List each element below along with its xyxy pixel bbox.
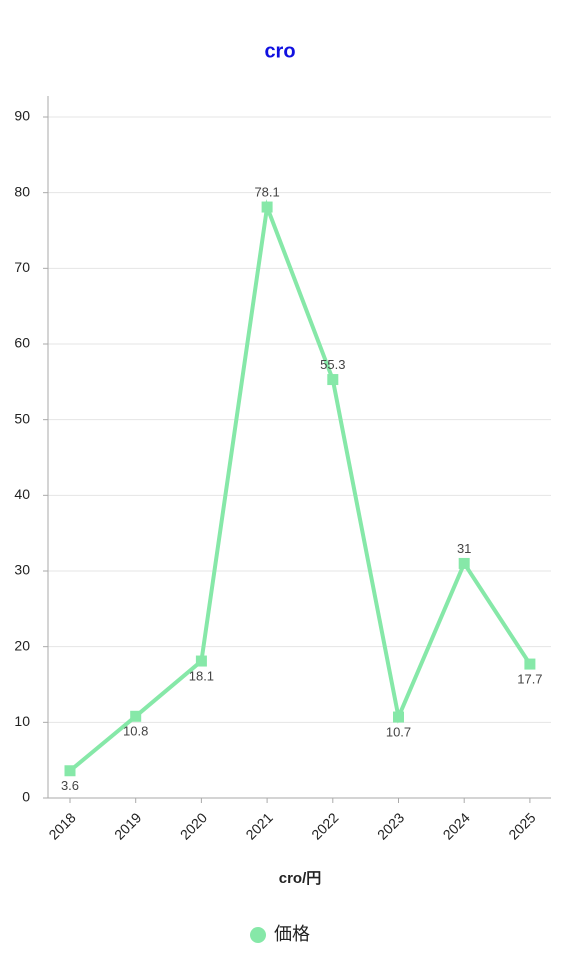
x-tick-label: 2022 <box>308 809 341 842</box>
data-label: 10.8 <box>123 724 148 739</box>
data-point <box>261 201 273 213</box>
data-point <box>327 374 339 386</box>
x-tick-label: 2019 <box>111 809 144 842</box>
x-tick-label: 2021 <box>242 809 275 842</box>
data-label: 31 <box>457 541 471 556</box>
x-axis-label: cro/円 <box>279 870 322 887</box>
x-tick-label: 2024 <box>440 809 473 842</box>
y-tick-label: 50 <box>14 410 30 426</box>
data-point <box>524 658 536 670</box>
y-tick-label: 70 <box>14 259 30 275</box>
y-tick-label: 0 <box>22 789 30 805</box>
data-point <box>130 710 142 722</box>
x-tick-label: 2025 <box>505 809 538 842</box>
y-tick-label: 80 <box>14 183 30 199</box>
y-tick-label: 40 <box>14 486 30 502</box>
x-tick-label: 2023 <box>374 809 407 842</box>
data-label: 3.6 <box>61 778 79 793</box>
data-label: 55.3 <box>320 357 345 372</box>
legend-marker <box>250 927 266 943</box>
x-tick-label: 2020 <box>177 809 210 842</box>
x-tick-label: 2018 <box>45 809 78 842</box>
y-tick-label: 10 <box>14 713 30 729</box>
data-point <box>458 557 470 569</box>
legend-label: 価格 <box>274 924 310 944</box>
y-tick-label: 30 <box>14 562 30 578</box>
data-label: 78.1 <box>254 184 279 199</box>
chart-title: cro <box>264 40 295 62</box>
data-point <box>195 655 207 667</box>
y-tick-label: 90 <box>14 108 30 124</box>
y-tick-label: 20 <box>14 637 30 653</box>
data-label: 18.1 <box>189 668 214 683</box>
data-label: 10.7 <box>386 724 411 739</box>
data-label: 17.7 <box>517 672 542 687</box>
y-tick-label: 60 <box>14 335 30 351</box>
data-point <box>64 765 76 777</box>
series-line <box>68 199 532 773</box>
data-point <box>393 711 404 723</box>
